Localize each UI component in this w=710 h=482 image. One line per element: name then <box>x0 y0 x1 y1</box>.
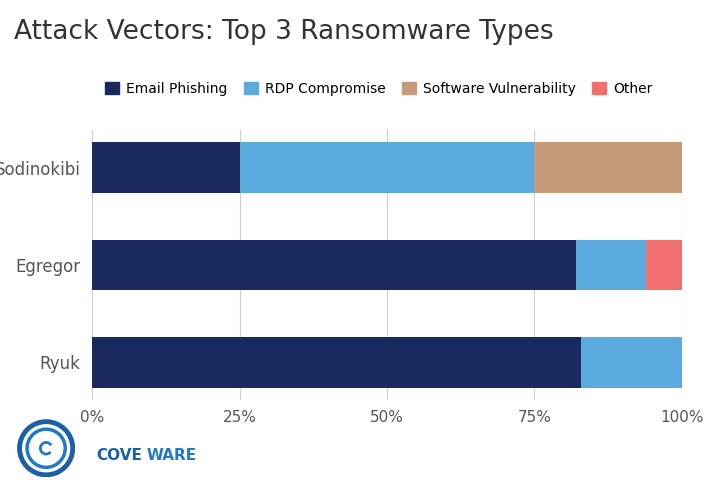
Bar <box>92 337 581 388</box>
Bar <box>646 240 682 291</box>
Bar <box>581 337 682 388</box>
Bar <box>92 240 576 291</box>
Bar <box>535 142 682 193</box>
Text: WARE: WARE <box>147 448 197 463</box>
Legend: Email Phishing, RDP Compromise, Software Vulnerability, Other: Email Phishing, RDP Compromise, Software… <box>99 77 658 102</box>
Bar <box>240 142 535 193</box>
Text: COVE: COVE <box>96 448 142 463</box>
Text: Attack Vectors: Top 3 Ransomware Types: Attack Vectors: Top 3 Ransomware Types <box>14 19 554 45</box>
Bar <box>576 240 646 291</box>
Bar <box>92 142 240 193</box>
